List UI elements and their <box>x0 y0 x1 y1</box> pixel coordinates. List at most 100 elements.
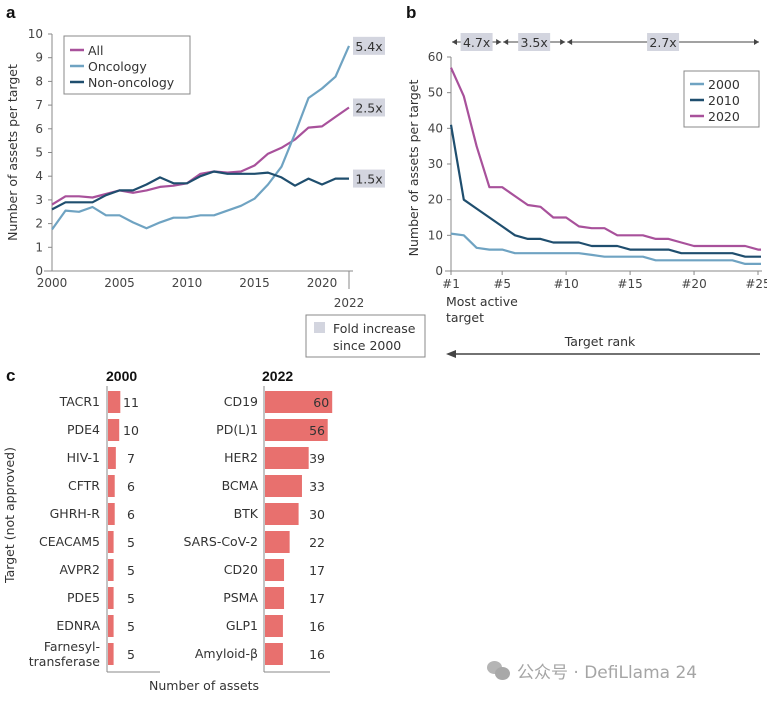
line-non-oncology <box>51 170 349 211</box>
bar-value-label: 30 <box>309 507 325 522</box>
bar-category-label: PDE5 <box>67 590 100 605</box>
fold-badge-bg <box>353 98 385 117</box>
bar-value-label: 39 <box>309 451 325 466</box>
fold-badge-oncology: 5.4x <box>355 39 382 54</box>
target-rank-arrowhead <box>446 350 456 358</box>
y-tick-label: 50 <box>428 86 443 100</box>
bar <box>265 419 328 441</box>
y-tick-label: 2 <box>35 217 43 231</box>
fold-range-badge-bg <box>647 33 680 51</box>
bar-value-label: 56 <box>309 423 325 438</box>
y-tick-label: 5 <box>35 146 43 160</box>
x-axis-label-c: Number of assets <box>149 678 259 693</box>
y-tick-label: 40 <box>428 121 443 135</box>
fold-range-label: 2.7x <box>649 35 676 50</box>
line-2010 <box>449 124 761 258</box>
y-tick-label: 4 <box>35 169 43 183</box>
bar-value-label: 5 <box>127 535 135 550</box>
y-tick-label: 9 <box>35 51 43 65</box>
bar <box>265 391 333 413</box>
bar-value-label: 5 <box>127 591 135 606</box>
bar-category-label: GLP1 <box>226 618 258 633</box>
bar-category-label: CD20 <box>224 562 258 577</box>
watermark: 公众号 · DefiLlama 24 <box>487 658 697 683</box>
y-tick-label: 6 <box>35 122 43 136</box>
fold-range-badge-bg <box>518 33 551 51</box>
fold-range-arrow-left <box>503 39 509 45</box>
x-tick-label: #1 <box>442 277 460 291</box>
bar-value-label: 5 <box>127 619 135 634</box>
fold-range-arrow-right <box>560 39 566 45</box>
x-tick-label: #20 <box>681 277 706 291</box>
bar-value-label: 5 <box>127 563 135 578</box>
panel-label-b: b <box>406 3 416 22</box>
y-tick-label: 30 <box>428 157 443 171</box>
legend-label: 2000 <box>708 77 740 92</box>
bar-category-label: AVPR2 <box>60 562 100 577</box>
bar-category-label: Farnesyl- <box>44 639 100 654</box>
bar-category-label: EDNRA <box>56 618 100 633</box>
y-axis-label-c: Target (not approved) <box>2 447 17 584</box>
bar-category-label: BTK <box>234 506 259 521</box>
bar <box>265 615 283 637</box>
fold-legend-box <box>305 314 426 358</box>
line-2000 <box>450 232 761 265</box>
bar-value-label: 6 <box>127 479 135 494</box>
bar-category-label: HIV-1 <box>67 450 100 465</box>
bar <box>108 475 115 497</box>
bar <box>108 503 115 525</box>
bar-category-label: PDE4 <box>67 422 100 437</box>
legend-a <box>63 35 191 95</box>
legend-label: 2020 <box>708 109 740 124</box>
legend-label: Oncology <box>88 59 147 74</box>
y-tick-label: 0 <box>35 264 43 278</box>
fold-range-arrow-right <box>496 39 502 45</box>
bar-value-label: 10 <box>123 423 139 438</box>
y-tick-label: 10 <box>428 228 443 242</box>
line-2020 <box>449 67 761 251</box>
bar-category-label: PD(L)1 <box>216 422 258 437</box>
bar-value-label: 16 <box>309 619 325 634</box>
bar-category-label: transferase <box>29 654 101 669</box>
bar-category-label: PSMA <box>223 590 258 605</box>
x-tick-label-2022: 2022 <box>334 296 365 310</box>
fold-range-badge-bg <box>460 33 493 51</box>
fold-legend-swatch <box>314 322 325 333</box>
bar <box>108 559 114 581</box>
y-tick-label: 60 <box>428 50 443 64</box>
bar <box>265 475 302 497</box>
bar-value-label: 60 <box>313 395 329 410</box>
bar-category-label: HER2 <box>224 450 258 465</box>
group-title-2022: 2022 <box>262 368 293 384</box>
bar <box>265 559 285 581</box>
bar-category-label: GHRH-R <box>50 506 101 521</box>
bar-value-label: 7 <box>127 451 135 466</box>
fold-range-label: 3.5x <box>521 35 548 50</box>
bar <box>108 587 114 609</box>
x-tick-label: #25 <box>745 277 767 291</box>
line-oncology <box>51 45 351 231</box>
y-tick-label: 20 <box>428 193 443 207</box>
bar <box>265 503 299 525</box>
fold-range-arrow-left <box>567 39 573 45</box>
bar <box>108 643 114 665</box>
bar-category-label: CD19 <box>224 394 258 409</box>
bar-category-label: Amyloid-β <box>195 646 258 661</box>
x-axis-label-b: Target rank <box>564 334 636 349</box>
x-tick-label: 2010 <box>172 276 203 290</box>
y-axis-label-b: Number of assets per target <box>406 80 421 257</box>
x-tick-label: 2015 <box>239 276 270 290</box>
y-tick-label: 1 <box>35 240 43 254</box>
bar-value-label: 16 <box>309 647 325 662</box>
fold-range-arrow-left <box>452 39 457 45</box>
bar <box>265 587 285 609</box>
x-tick-label: #5 <box>493 277 511 291</box>
bar-category-label: SARS-CoV-2 <box>183 534 258 549</box>
bar <box>265 531 290 553</box>
fold-range-arrow-right <box>754 39 759 45</box>
wechat-icon <box>487 660 511 681</box>
panel-label-a: a <box>6 3 16 22</box>
legend-label: All <box>88 43 104 58</box>
fold-badge-bg <box>353 169 385 188</box>
